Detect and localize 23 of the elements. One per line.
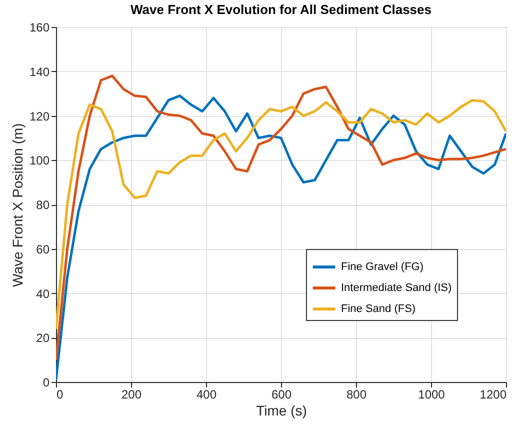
- x-tick-label: 800: [346, 388, 367, 402]
- y-tick-label: 140: [29, 64, 50, 79]
- y-tick-label: 160: [29, 20, 50, 34]
- legend-label: Intermediate Sand (IS): [341, 282, 452, 294]
- y-tick-label: 20: [36, 331, 50, 346]
- x-tick-label: 200: [121, 388, 142, 402]
- x-tick-label: 600: [271, 388, 292, 402]
- x-tick-label: 1200: [480, 388, 507, 402]
- x-tick-label: 1000: [418, 388, 446, 402]
- x-tick-label: 0: [56, 388, 64, 402]
- legend-label: Fine Sand (FS): [341, 303, 416, 315]
- y-tick-label: 60: [36, 242, 50, 256]
- y-tick-label: 120: [29, 109, 50, 124]
- x-tick-label: 400: [196, 388, 217, 402]
- chart-title: Wave Front X Evolution for All Sediment Classes: [130, 2, 432, 17]
- y-tick-label: 80: [36, 198, 50, 212]
- y-tick-label: 100: [29, 154, 50, 168]
- legend-label: Fine Gravel (FG): [341, 261, 424, 273]
- y-tick-label: 40: [36, 286, 50, 301]
- y-axis-title: Wave Front X Position (m): [9, 123, 26, 287]
- line-series: [56, 98, 506, 330]
- x-axis-title: Time (s): [256, 402, 307, 418]
- y-tick-label: 0: [42, 376, 50, 390]
